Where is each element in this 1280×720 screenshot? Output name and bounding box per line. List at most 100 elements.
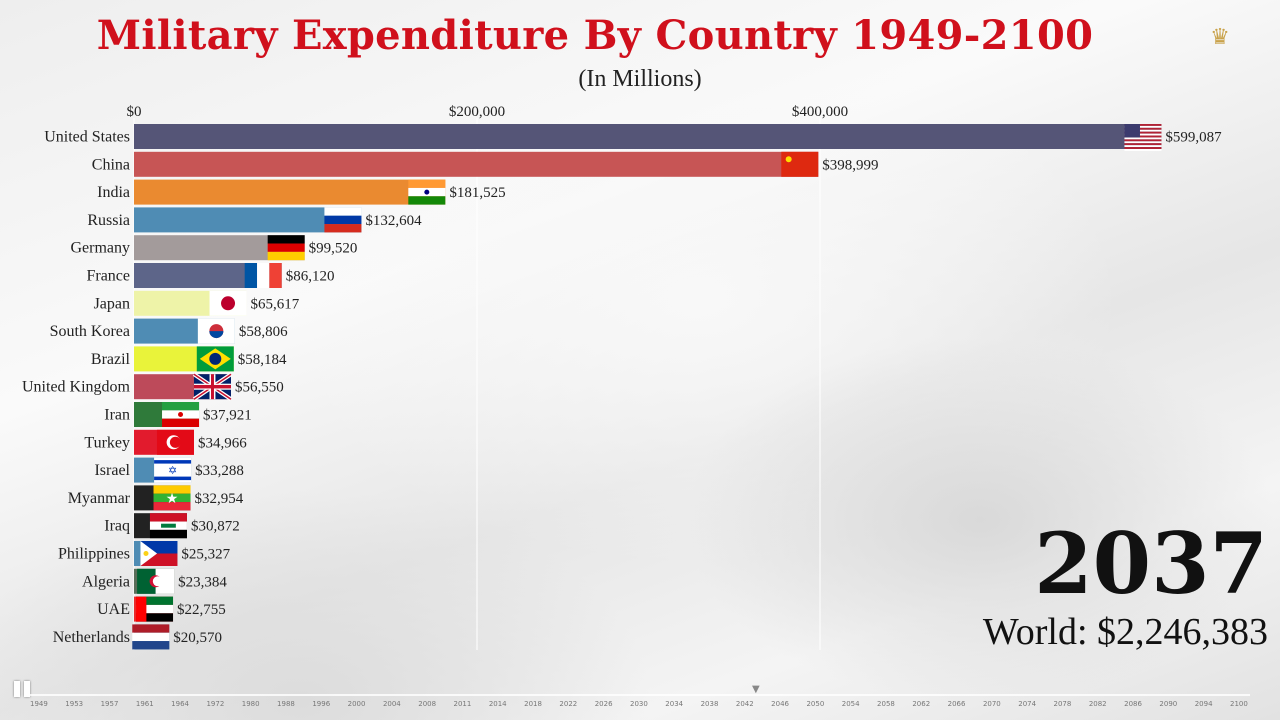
- timeline-year-label: 2026: [594, 700, 613, 708]
- value-label: $32,954: [195, 491, 244, 507]
- value-label: $33,288: [195, 463, 244, 479]
- bar: [134, 151, 819, 177]
- bar: [134, 179, 446, 205]
- category-label: Turkey: [84, 434, 130, 451]
- value-label: $56,550: [235, 380, 284, 396]
- flag-icon-mm: ★: [153, 485, 191, 511]
- category-label: Germany: [70, 240, 130, 257]
- flag-icon-kr: [197, 318, 235, 344]
- pause-button[interactable]: [14, 681, 32, 697]
- timeline-year-label: 1988: [277, 700, 295, 708]
- value-label: $22,755: [177, 602, 226, 618]
- value-label: $37,921: [203, 408, 252, 424]
- category-label: China: [92, 156, 130, 173]
- pause-icon: [14, 681, 20, 697]
- world-total: World: $2,246,383: [982, 611, 1268, 653]
- timeline-labels: 1949 1953 1957 1961 1964 1972 1980 1988 1996 2000…: [30, 700, 1250, 712]
- category-label: Philippines: [58, 546, 130, 563]
- category-label: Netherlands: [53, 629, 130, 646]
- flag-icon-us: [1124, 124, 1162, 151]
- flag-icon-ru: [324, 207, 362, 233]
- timeline-year-label: 2062: [912, 700, 931, 708]
- flag-icon-il: ✡: [154, 457, 192, 483]
- timeline-year-label: 2042: [735, 700, 754, 708]
- value-label: $23,384: [178, 574, 227, 590]
- timeline-year-label: 1961: [135, 700, 154, 708]
- flag-icon-ph: [140, 541, 178, 566]
- flag-icon-tr: [156, 429, 194, 455]
- timeline-year-label: 2058: [877, 700, 895, 708]
- flag-icon-iq: [149, 513, 187, 539]
- timeline-year-label: 2000: [347, 700, 366, 708]
- timeline-year-label: 1953: [65, 700, 84, 708]
- timeline-year-label: 2086: [1124, 700, 1142, 708]
- logo-icon: ♛: [1210, 25, 1230, 50]
- value-label: $132,604: [365, 213, 422, 229]
- timeline-year-label: 2082: [1088, 700, 1107, 708]
- x-tick-label: $0: [127, 104, 142, 120]
- timeline-year-label: 2030: [630, 700, 648, 708]
- scrubber-handle-icon[interactable]: ▼: [752, 684, 760, 695]
- bar: [134, 207, 362, 233]
- flag-icon-jp: [209, 290, 247, 316]
- timeline-year-label: 2034: [665, 700, 684, 708]
- category-label: South Korea: [50, 323, 130, 340]
- timeline-year-label: 2018: [524, 700, 542, 708]
- category-label: Japan: [94, 295, 130, 312]
- timeline-year-label: 1957: [100, 700, 119, 708]
- flag-icon-fr: [244, 263, 282, 288]
- timeline-year-label: 1972: [206, 700, 225, 708]
- flag-icon-br: [196, 346, 234, 372]
- x-tick-label: $200,000: [449, 104, 505, 120]
- value-label: $58,184: [238, 352, 287, 368]
- current-year: 2037: [1034, 514, 1268, 613]
- flag-icon-cn: [781, 151, 819, 177]
- timeline-year-label: 2014: [488, 700, 507, 708]
- category-label: Myanmar: [68, 490, 131, 507]
- chart-subtitle: (In Millions): [578, 66, 702, 92]
- value-label: $30,872: [191, 519, 240, 535]
- timeline-year-label: 2070: [982, 700, 1001, 708]
- timeline-year-label: 2090: [1159, 700, 1178, 708]
- category-label: Algeria: [82, 573, 130, 590]
- category-label: India: [97, 184, 130, 201]
- flag-icon-ae: [136, 596, 174, 622]
- category-label: Iran: [104, 407, 130, 424]
- timeline-year-label: 2100: [1230, 700, 1248, 708]
- category-label: UAE: [97, 601, 130, 618]
- value-label: $181,525: [449, 185, 505, 201]
- category-label: United Kingdom: [22, 379, 131, 396]
- timeline-year-label: 1964: [171, 700, 189, 708]
- value-label: $20,570: [173, 630, 222, 646]
- timeline-year-label: 2046: [771, 700, 789, 708]
- timeline-year-label: 2094: [1194, 700, 1213, 708]
- value-label: $398,999: [822, 157, 878, 173]
- flag-icon-in: [408, 179, 446, 205]
- flag-icon-gb: [192, 372, 233, 401]
- value-label: $99,520: [309, 241, 358, 257]
- timeline-year-label: 1996: [312, 700, 331, 708]
- timeline-year-label: 2038: [700, 700, 719, 708]
- bar: [134, 124, 1162, 149]
- category-label: Russia: [87, 212, 130, 229]
- chart-title: Military Expenditure By Country 1949-210…: [96, 12, 1094, 59]
- category-label: Iraq: [104, 518, 130, 535]
- category-label: Israel: [94, 462, 130, 479]
- flag-icon-dz: [137, 568, 175, 594]
- category-label: France: [86, 268, 130, 285]
- value-label: $65,617: [251, 296, 300, 312]
- timeline-year-label: 2011: [453, 700, 472, 708]
- value-label: $599,087: [1165, 130, 1222, 146]
- timeline-year-label: 2054: [841, 700, 860, 708]
- value-label: $34,966: [198, 435, 247, 451]
- value-label: $58,806: [239, 324, 288, 340]
- timeline-year-label: 1949: [30, 700, 48, 708]
- timeline-year-label: 2008: [418, 700, 437, 708]
- timeline-year-label: 2066: [947, 700, 966, 708]
- timeline-scrubber[interactable]: [30, 694, 1250, 696]
- flag-icon-de: [267, 235, 305, 261]
- timeline-year-label: 2074: [1018, 700, 1037, 708]
- timeline-year-label: 2004: [382, 700, 401, 708]
- category-label: Brazil: [91, 351, 131, 368]
- x-tick-label: $400,000: [792, 104, 848, 120]
